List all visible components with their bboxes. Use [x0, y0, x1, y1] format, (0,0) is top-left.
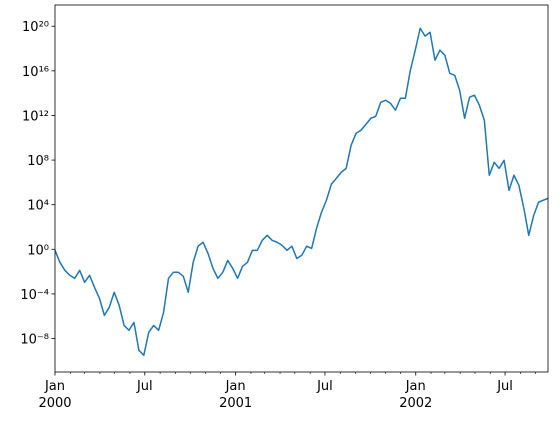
- x-tick-label-line: 2001: [219, 396, 252, 411]
- x-tick-label-line: Jan: [44, 379, 65, 394]
- x-tick-label: Jan 2000: [38, 379, 71, 411]
- y-tick-label: 10⁰: [27, 243, 49, 258]
- y-tick-label: 10⁻⁸: [20, 333, 49, 348]
- x-tick-label: Jan 2001: [219, 379, 252, 411]
- x-tick-label: Jul: [316, 379, 333, 394]
- x-tick-label: Jul: [496, 379, 513, 394]
- x-tick-label-line: 2002: [399, 396, 432, 411]
- x-tick-label: Jul: [136, 379, 153, 394]
- line-series: [55, 27, 548, 356]
- x-tick-label-line: Jul: [496, 379, 513, 394]
- x-tick-label-line: Jan: [225, 379, 246, 394]
- x-tick-label-line: 2000: [38, 396, 71, 411]
- y-tick-label: 10⁴: [27, 199, 49, 214]
- y-tick-label: 10⁻⁴: [20, 288, 49, 303]
- y-tick-label: 10²⁰: [22, 20, 49, 35]
- y-tick-label: 10¹²: [22, 109, 49, 124]
- plot-frame: [54, 4, 549, 373]
- y-tick-label: 10⁸: [27, 154, 49, 169]
- x-tick-label-line: Jul: [316, 379, 333, 394]
- x-tick-label-line: Jul: [136, 379, 153, 394]
- y-tick-label: 10¹⁶: [22, 65, 49, 80]
- x-tick-label: Jan 2002: [399, 379, 432, 411]
- x-tick-label-line: Jan: [405, 379, 426, 394]
